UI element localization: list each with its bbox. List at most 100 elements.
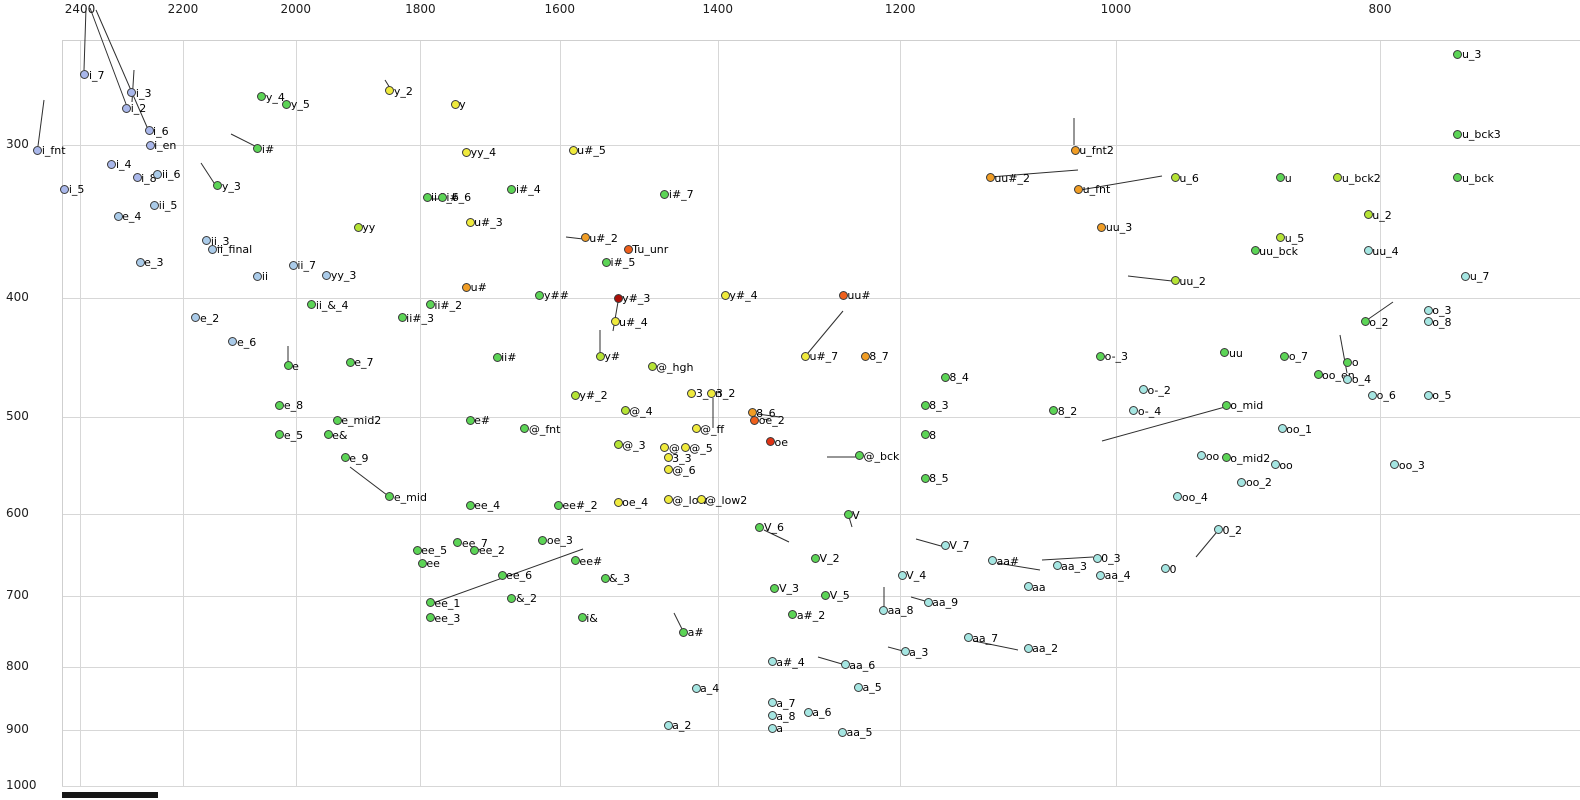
y-tick-label: 800 [6, 659, 29, 674]
data-point-label: uu#_2 [994, 171, 1030, 185]
data-point-label: 8_5 [929, 472, 949, 486]
data-point-label: 8_2 [1057, 404, 1078, 418]
data-point [1360, 317, 1370, 327]
gridline-y [62, 514, 1580, 516]
leader-line [807, 310, 844, 354]
data-point [1270, 460, 1280, 470]
data-point [345, 357, 355, 367]
data-point [497, 570, 507, 580]
gridline-y [62, 416, 1580, 418]
data-point [647, 362, 657, 372]
data-point-label: V_2 [819, 552, 840, 566]
data-point-label: uu [1228, 346, 1243, 360]
data-point-label: ee_5 [421, 544, 448, 558]
data-point [462, 282, 472, 292]
data-point [492, 352, 502, 362]
data-point-label: 0_3 [1101, 552, 1121, 566]
data-point-label: oe [774, 435, 789, 449]
data-point [570, 556, 580, 566]
leader-line [673, 612, 683, 630]
data-point [770, 583, 780, 593]
x-tick-label: 2400 [64, 2, 96, 16]
data-point [613, 497, 623, 507]
data-point [470, 545, 480, 555]
data-point-label: u#_2 [589, 231, 618, 245]
data-point [1129, 406, 1139, 416]
x-tick-label: 1800 [405, 2, 436, 16]
data-point [307, 300, 317, 310]
data-point [1097, 222, 1107, 232]
data-point-label: 3_2 [715, 387, 736, 400]
data-point-label: ee_4 [474, 499, 501, 513]
data-point-label: u#_4 [619, 315, 648, 329]
data-point-label: u_5 [1284, 231, 1305, 245]
data-point [613, 440, 623, 450]
data-point-label: i# [261, 142, 275, 156]
data-point [453, 538, 463, 548]
data-point [1052, 561, 1062, 571]
data-point [811, 553, 821, 563]
data-point-label: oe_3 [546, 534, 573, 547]
data-point [132, 173, 142, 183]
data-point-label: a [776, 722, 784, 736]
data-point-label: ee [426, 557, 440, 571]
data-point [275, 430, 285, 440]
data-point [425, 598, 435, 608]
data-point-label: 3_3 [672, 451, 692, 465]
data-point [507, 184, 517, 194]
data-point [767, 711, 777, 720]
y-tick-label: 400 [6, 290, 29, 305]
data-point [691, 683, 701, 693]
data-point [660, 189, 670, 199]
data-point-label: o_mid2 [1230, 451, 1271, 465]
data-point-label: i_4 [115, 158, 132, 172]
data-point [821, 590, 831, 600]
data-point [145, 140, 155, 150]
data-point-label: ee_6 [506, 569, 533, 583]
data-point-label: y_3 [221, 179, 241, 193]
data-point [985, 173, 995, 183]
data-point-label: ii#_2 [434, 298, 463, 312]
data-point-label: oo_4 [1181, 490, 1208, 504]
gridline-x [900, 40, 902, 786]
gridline-x [182, 40, 184, 786]
data-point-label: ee_3 [434, 611, 461, 625]
data-point [923, 597, 933, 607]
data-point-label: y_2 [393, 84, 413, 98]
data-point [750, 415, 760, 425]
data-point-label: ee_7 [461, 536, 488, 550]
data-point-label: oo_1 [1286, 422, 1313, 436]
data-point-label: u_6 [1179, 171, 1199, 185]
data-point [1096, 570, 1106, 580]
data-point [570, 390, 580, 400]
data-point [1390, 460, 1400, 470]
data-point-label: @_fnt [528, 422, 561, 436]
data-point-label: o_2 [1369, 315, 1389, 329]
data-point-label: u_3 [1461, 48, 1482, 62]
gridline-y [62, 145, 1580, 146]
data-point-label: i_2 [130, 102, 147, 116]
y-tick-label: 500 [6, 408, 29, 423]
data-point-label: yy_4 [470, 146, 497, 160]
data-point-label: o_3 [1432, 304, 1452, 317]
x-tick-label: 1400 [702, 2, 734, 16]
gridline-y [62, 786, 1580, 787]
data-point-label: u#_5 [577, 144, 606, 158]
data-point-label: V_6 [763, 521, 784, 535]
data-point [691, 424, 701, 434]
data-point [322, 270, 332, 280]
data-point-label: V_3 [778, 582, 799, 596]
data-point-label: y_4 [265, 90, 285, 104]
leader-line [1101, 406, 1226, 442]
data-point-label: 0_2 [1222, 523, 1242, 537]
data-point [150, 200, 160, 210]
leader-line [131, 69, 135, 103]
data-point [897, 570, 907, 580]
data-point-label: e_8 [283, 399, 304, 413]
y-tick-label: 900 [6, 721, 29, 736]
data-point [1023, 643, 1033, 653]
data-point-label: uu# [847, 289, 871, 303]
data-point-label: ii_final [216, 243, 253, 257]
